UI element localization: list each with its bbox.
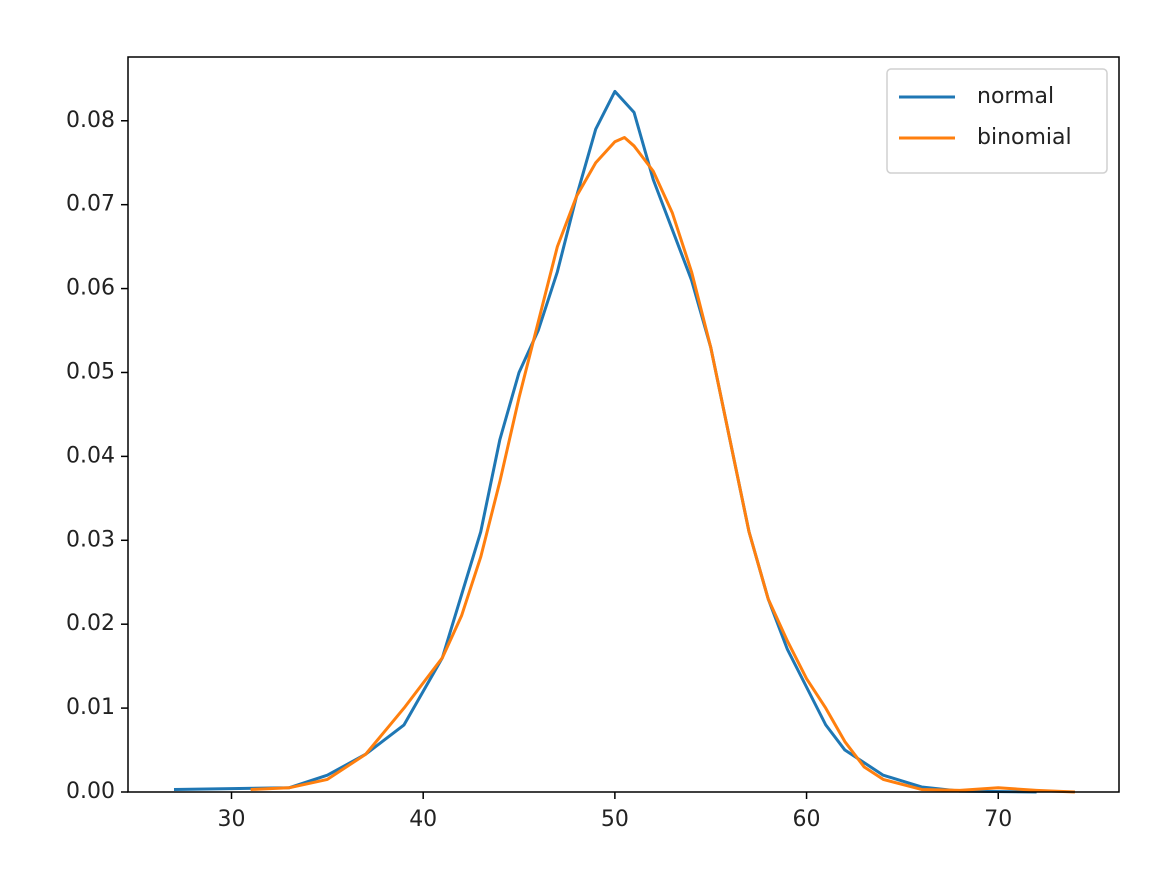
x-tick-label: 60 (793, 807, 821, 832)
y-tick-label: 0.06 (66, 276, 115, 301)
x-tick-label: 30 (218, 807, 246, 832)
x-tick-label: 40 (409, 807, 437, 832)
legend-box (886, 68, 1108, 174)
legend-label: normal (977, 84, 1054, 109)
line-series (250, 136, 1075, 794)
legend-label: binomial (977, 125, 1072, 150)
y-tick-label: 0.05 (66, 359, 115, 384)
y-tick-label: 0.08 (66, 108, 115, 133)
line-series (173, 89, 1037, 794)
y-tick-label: 0.07 (66, 192, 115, 217)
x-tick-label: 70 (984, 807, 1012, 832)
y-tick-label: 0.00 (66, 779, 115, 804)
y-tick-label: 0.02 (66, 611, 115, 636)
y-tick-label: 0.03 (66, 527, 115, 552)
y-tick-label: 0.04 (66, 443, 115, 468)
x-tick-label: 50 (601, 807, 629, 832)
y-tick-label: 0.01 (66, 695, 115, 720)
plot-frame (127, 56, 1120, 793)
